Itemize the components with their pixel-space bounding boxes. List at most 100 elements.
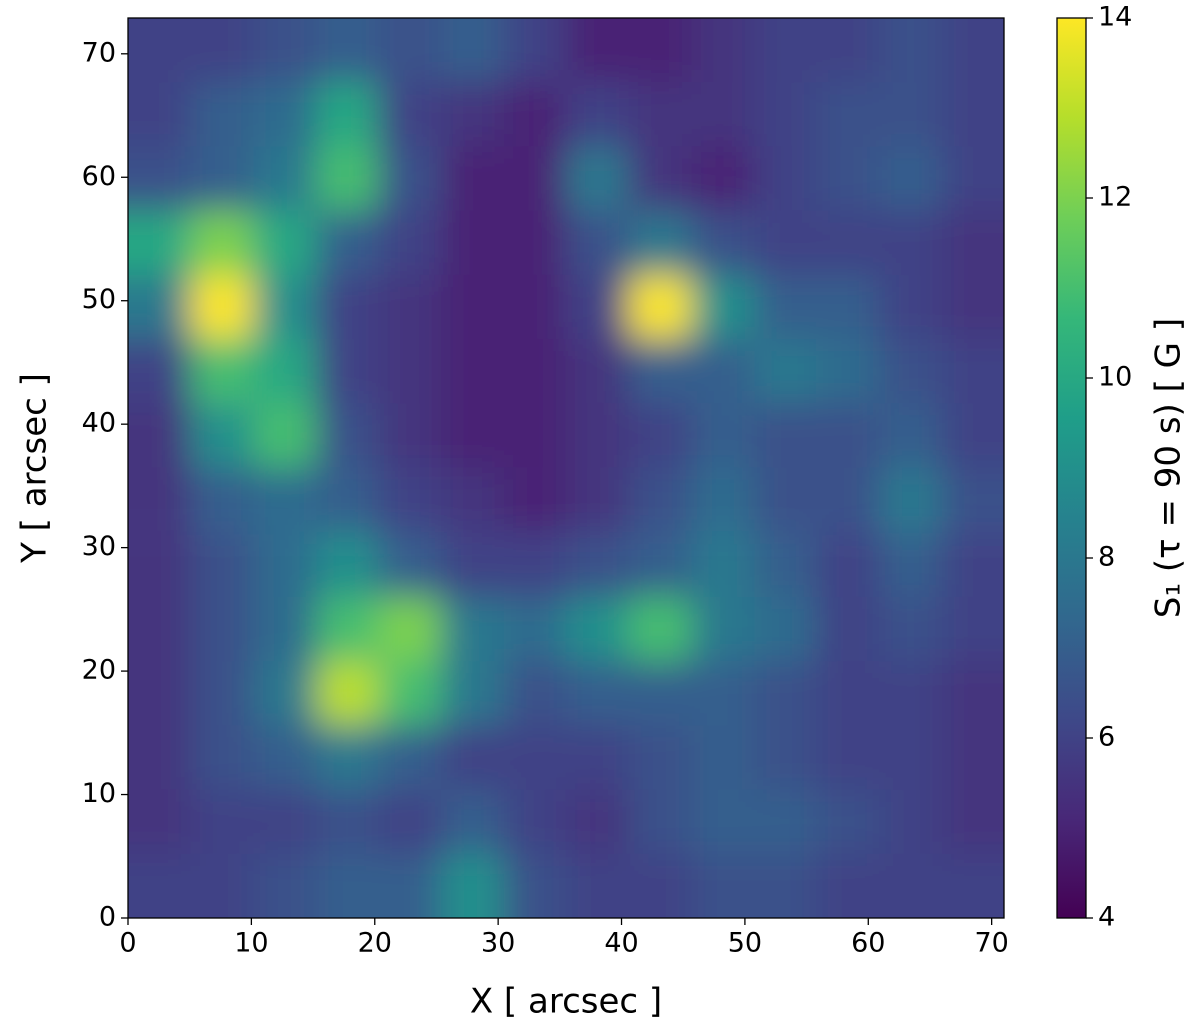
colorbar — [1056, 17, 1087, 919]
colorbar-tick-label: 4 — [1098, 902, 1115, 933]
heat-cell — [378, 661, 442, 727]
heat-cell — [565, 403, 630, 469]
heat-cell — [878, 532, 943, 599]
heat-cell — [816, 274, 880, 341]
heat-cell — [878, 146, 943, 212]
heat-cell — [316, 18, 380, 84]
heat-cell — [691, 725, 755, 791]
heat-cell — [190, 18, 255, 84]
heat-cell — [565, 661, 630, 727]
heat-cell — [941, 338, 1004, 405]
heat-cell — [941, 725, 1004, 791]
heat-cell — [628, 467, 693, 533]
heat-cell — [253, 853, 317, 918]
heat-cell — [565, 274, 630, 341]
heat-cell — [253, 18, 317, 84]
heat-cell — [628, 789, 693, 855]
heat-cell — [316, 338, 380, 405]
heat-cell — [190, 338, 255, 405]
heat-cell — [565, 596, 630, 663]
heat-cell — [440, 274, 505, 341]
heat-cell — [941, 146, 1004, 212]
heat-cell — [816, 596, 880, 663]
heatmap — [128, 18, 1004, 918]
heat-cell — [378, 18, 442, 84]
heat-cell — [503, 467, 568, 533]
heat-cell — [754, 467, 818, 533]
heat-cell — [503, 853, 568, 918]
heat-cell — [253, 789, 317, 855]
x-tick-label: 40 — [604, 928, 638, 959]
heat-cell — [878, 210, 943, 276]
heat-cell — [754, 274, 818, 341]
heat-cell — [503, 403, 568, 469]
heat-cell — [691, 338, 755, 405]
x-tick-label: 50 — [728, 928, 762, 959]
colorbar-tick-label: 6 — [1098, 722, 1115, 753]
heat-cell — [128, 146, 192, 212]
heat-cell — [878, 789, 943, 855]
heat-cell — [440, 789, 505, 855]
heat-cell — [628, 146, 693, 212]
heat-cell — [816, 146, 880, 212]
heat-cell — [628, 338, 693, 405]
heat-cell — [754, 146, 818, 212]
heat-cell — [565, 853, 630, 918]
heat-cell — [816, 853, 880, 918]
x-tick-label: 60 — [851, 928, 885, 959]
heat-cell — [816, 661, 880, 727]
heat-cell — [878, 274, 943, 341]
heat-cell — [128, 725, 192, 791]
heat-cell — [628, 274, 693, 341]
heat-cell — [316, 403, 380, 469]
heat-cell — [754, 532, 818, 599]
heat-cell — [754, 789, 818, 855]
y-tick-label: 10 — [82, 778, 116, 809]
heat-cell — [754, 853, 818, 918]
heat-cell — [128, 789, 192, 855]
heat-cell — [440, 596, 505, 663]
colorbar-label: S₁ (τ = 90 s) [ G ] — [1149, 318, 1189, 618]
heat-cell — [503, 338, 568, 405]
heat-cell — [440, 725, 505, 791]
heat-cell — [128, 210, 192, 276]
heat-cell — [316, 789, 380, 855]
heat-cell — [253, 82, 317, 148]
heat-cell — [941, 403, 1004, 469]
heat-cell — [503, 274, 568, 341]
y-tick-label: 40 — [82, 408, 116, 439]
heat-cell — [691, 467, 755, 533]
heat-cell — [253, 338, 317, 405]
heat-cell — [503, 82, 568, 148]
heat-cell — [253, 725, 317, 791]
heat-cell — [754, 338, 818, 405]
heat-cell — [628, 532, 693, 599]
heat-cell — [378, 82, 442, 148]
heat-cell — [816, 82, 880, 148]
heat-cell — [628, 661, 693, 727]
heat-cell — [941, 661, 1004, 727]
x-tick-label: 20 — [358, 928, 392, 959]
heat-cell — [565, 146, 630, 212]
heat-cell — [316, 467, 380, 533]
heat-cell — [316, 532, 380, 599]
heat-cell — [628, 82, 693, 148]
y-tick-label: 60 — [82, 161, 116, 192]
heat-cell — [190, 725, 255, 791]
heat-cell — [816, 725, 880, 791]
heat-cell — [316, 82, 380, 148]
y-tick-label: 0 — [99, 902, 116, 933]
heat-cell — [440, 853, 505, 918]
heat-cell — [316, 661, 380, 727]
heat-cell — [565, 82, 630, 148]
heat-cell — [253, 274, 317, 341]
heat-cell — [440, 661, 505, 727]
heat-cell — [316, 725, 380, 791]
heat-cell — [754, 82, 818, 148]
heat-cell — [691, 789, 755, 855]
heat-cell — [503, 596, 568, 663]
heat-cell — [754, 661, 818, 727]
heat-cell — [691, 853, 755, 918]
heat-cell — [253, 532, 317, 599]
heat-cell — [628, 18, 693, 84]
